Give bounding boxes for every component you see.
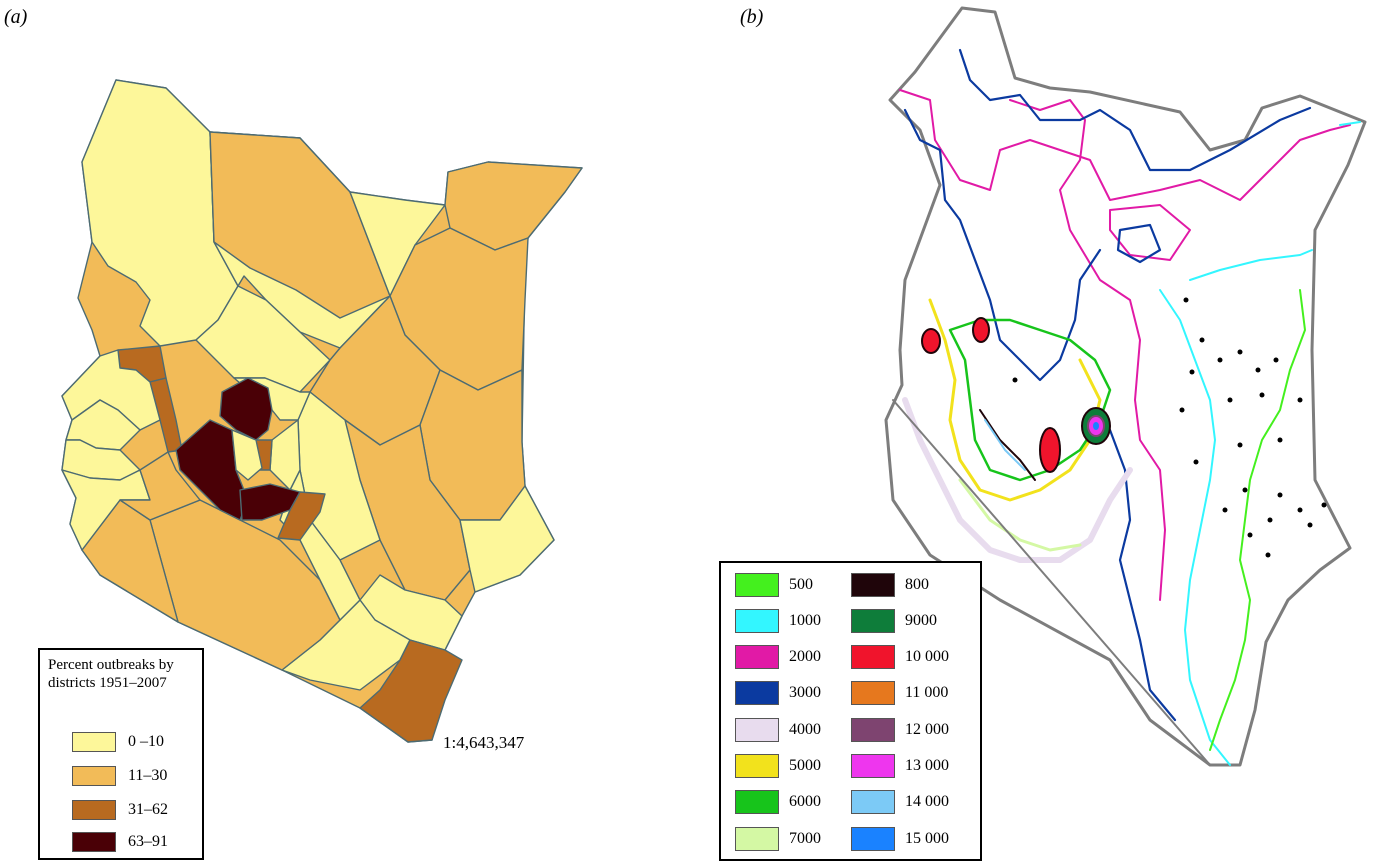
legend-item: 800 [851,573,971,599]
legend-item: 10 000 [851,645,971,671]
legend-item: 14 000 [851,790,971,816]
district-moyale [349,191,446,297]
contour-2000-north [899,89,1351,201]
legend-label: 5000 [789,757,821,774]
legend-label: 14 000 [905,793,949,810]
panel-a-label: (a) [4,6,28,28]
legend-swatch [735,718,779,742]
district-marsabit [209,131,391,319]
legend-swatch [851,609,895,633]
legend-item: 0 –10 [72,732,202,756]
legend-swatch [72,832,116,852]
contour-7000 [958,478,1082,552]
contour-3000-loop [1116,223,1162,264]
legend-label: 7000 [789,830,821,847]
contour-4000 [902,397,1133,563]
legend-swatch [72,766,116,786]
legend-swatch [735,681,779,705]
legend-label: 9000 [905,612,937,629]
legend-swatch [735,827,779,851]
legend-swatch [735,790,779,814]
legend-swatch [735,609,779,633]
legend-item: 13 000 [851,754,971,780]
legend-item: 31–62 [72,800,202,824]
legend-swatch [72,800,116,820]
legend-swatch [851,790,895,814]
legend-item: 15 000 [851,827,971,853]
legend-item: 5000 [735,754,855,780]
contour-2000-loop [1109,204,1191,261]
legend-label: 6000 [789,793,821,810]
legend-label: 63–91 [128,833,168,850]
contour-3000-north [958,48,1312,172]
legend-label: 11–30 [128,767,168,784]
legend-item: 11 000 [851,681,971,707]
point-markers [1012,297,1327,558]
legend-label: 800 [905,576,929,593]
legend-item: 12 000 [851,718,971,744]
legend-swatch [851,645,895,669]
legend-swatch [851,754,895,778]
legend-title: Percent outbreaks by districts 1951–2007 [48,657,174,691]
legend-swatch [851,573,895,597]
district-trans-nzoia [61,349,161,431]
legend-item: 9000 [851,609,971,635]
legend-label: 13 000 [905,757,949,774]
district-kisii [61,469,151,551]
legend-swatch [735,573,779,597]
legend-label: 500 [789,576,813,593]
panel-b-label: (b) [740,6,764,28]
legend-label: 31–62 [128,801,168,818]
legend-swatch [735,645,779,669]
legend-contours: 500 1000 2000 3000 4000 5000 6000 7000 8… [719,561,982,861]
legend-label: 12 000 [905,721,949,738]
district-kiambu [277,491,326,541]
legend-item: 3000 [735,681,855,707]
district-map [61,79,583,743]
legend-swatch [735,754,779,778]
legend-label: 15 000 [905,830,949,847]
legend-label: 4000 [789,721,821,738]
contour-500 [1209,289,1306,751]
legend-item: 63–91 [72,832,202,856]
legend-item: 500 [735,573,855,599]
border-line [892,399,1211,766]
legend-item: 4000 [735,718,855,744]
legend-item: 1000 [735,609,855,635]
legend-outbreaks: Percent outbreaks by districts 1951–2007… [38,648,204,860]
legend-swatch [851,681,895,705]
district-kericho [119,451,201,521]
legend-label: 1000 [789,612,821,629]
district-kwale [359,639,463,743]
legend-label: 11 000 [905,684,949,701]
legend-item: 2000 [735,645,855,671]
map-scale: 1:4,643,347 [443,733,525,752]
legend-label: 2000 [789,648,821,665]
district-lamu [459,485,555,593]
legend-swatch [851,718,895,742]
legend-item: 6000 [735,790,855,816]
legend-item: 7000 [735,827,855,853]
contour-map [884,6,1367,767]
legend-label: 0 –10 [128,733,164,750]
legend-swatch [72,732,116,752]
district-murang-a [231,429,263,481]
legend-label: 10 000 [905,648,949,665]
legend-label: 3000 [789,684,821,701]
peak-cluster [921,317,1111,481]
contour-1000 [1159,121,1361,766]
legend-item: 11–30 [72,766,202,790]
country-outline-b [884,6,1367,767]
contour-2000-central [1009,99,1166,601]
district-nakuru [219,377,273,441]
legend-swatch [851,827,895,851]
